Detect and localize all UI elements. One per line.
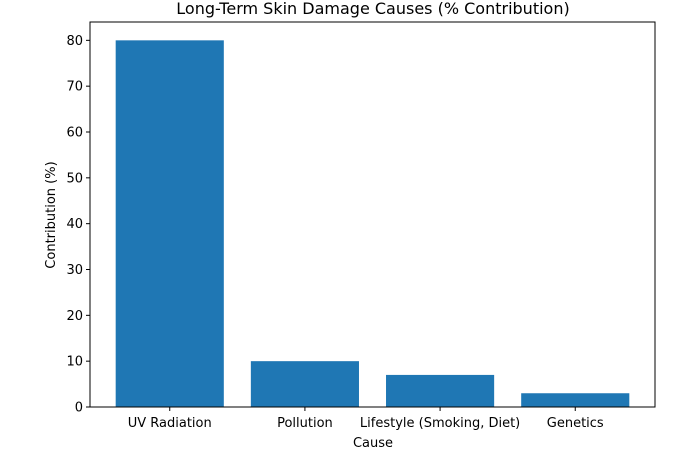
x-axis: UV Radiation Pollution Lifestyle (Smoking,… [128, 407, 604, 431]
bar-uv-radiation [115, 40, 224, 407]
bar-genetics [521, 393, 630, 407]
y-tick-label: 80 [66, 34, 83, 49]
y-tick-label: 70 [66, 80, 83, 95]
bar-pollution [250, 361, 359, 407]
y-tick-label: 10 [66, 355, 83, 370]
bar-lifestyle-smoking-diet [386, 374, 495, 407]
y-tick-label: 20 [66, 309, 83, 324]
x-axis-label: Cause [353, 436, 393, 450]
x-tick-label: Lifestyle (Smoking, Diet) [360, 416, 520, 431]
y-tick-label: 60 [66, 126, 83, 141]
y-tick-label: 50 [66, 171, 83, 186]
bars-group [115, 40, 630, 407]
x-tick-label: Pollution [277, 416, 333, 431]
y-axis-label: Contribution (%) [44, 161, 59, 268]
chart-title: Long-Term Skin Damage Causes (% Contribu… [176, 0, 569, 18]
plot-frame [89, 21, 656, 408]
x-tick-label: UV Radiation [128, 416, 212, 431]
x-tick-label: Genetics [547, 416, 604, 431]
y-axis: 0 10 20 30 40 50 60 70 80 [66, 34, 90, 416]
y-tick-label: 40 [66, 217, 83, 232]
y-tick-label: 30 [66, 263, 83, 278]
y-tick-label: 0 [75, 401, 83, 416]
